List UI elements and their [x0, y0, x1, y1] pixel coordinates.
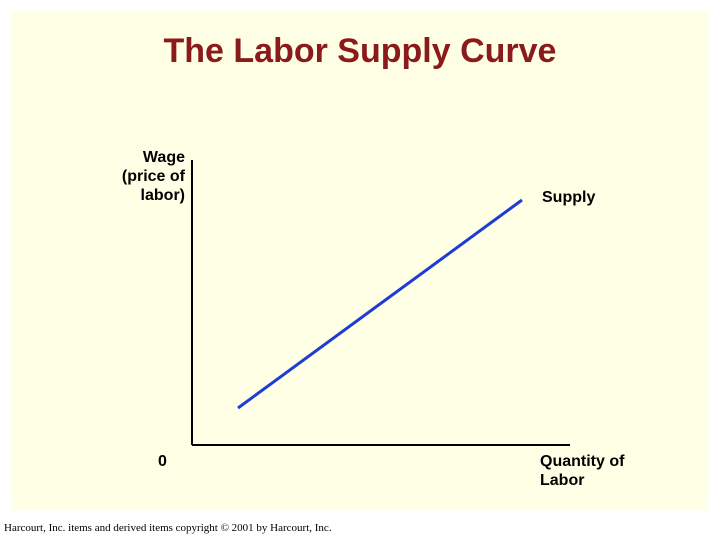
y-axis-label: Wage(price oflabor)	[25, 148, 185, 206]
supply-line	[238, 200, 522, 408]
copyright-footer: Harcourt, Inc. items and derived items c…	[4, 522, 332, 534]
supply-line-label: Supply	[542, 188, 595, 207]
x-axis-label: Quantity ofLabor	[540, 452, 624, 490]
slide: The Labor Supply Curve Wage(price oflabo…	[0, 0, 720, 540]
origin-label: 0	[158, 452, 167, 471]
